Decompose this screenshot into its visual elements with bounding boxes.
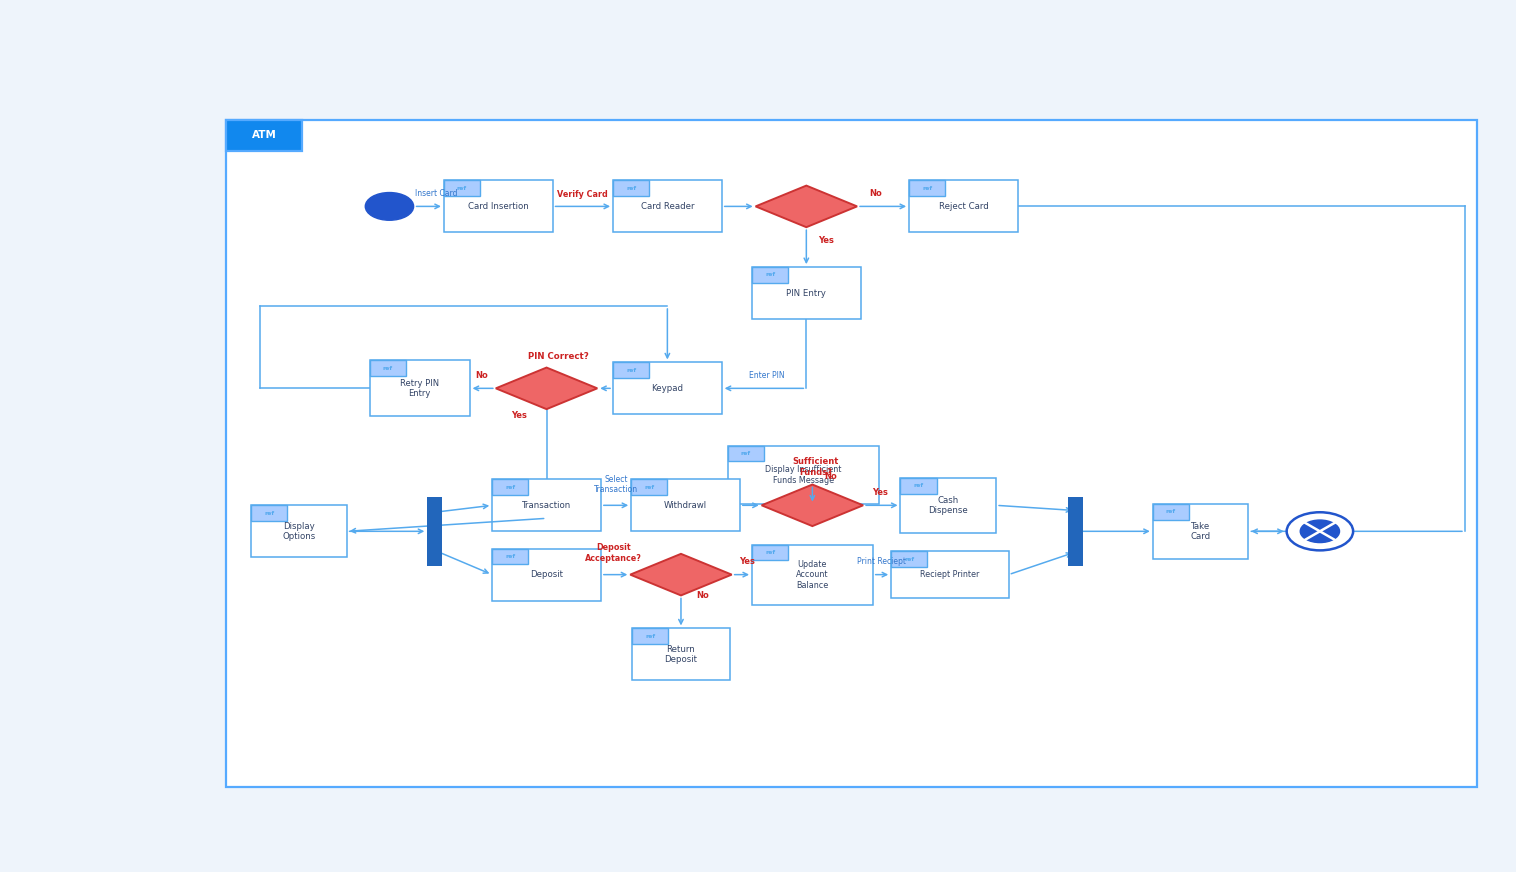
Text: Print Reciept: Print Reciept (857, 557, 905, 566)
FancyBboxPatch shape (752, 267, 861, 319)
FancyBboxPatch shape (752, 545, 873, 604)
FancyBboxPatch shape (226, 119, 302, 151)
Text: ref: ref (505, 554, 515, 559)
Text: Display
Options: Display Options (282, 521, 315, 541)
FancyBboxPatch shape (370, 360, 406, 376)
FancyBboxPatch shape (252, 505, 287, 521)
Text: Withdrawl: Withdrawl (664, 501, 706, 510)
Text: ref: ref (766, 272, 775, 277)
Text: Reciept Printer: Reciept Printer (920, 570, 979, 579)
FancyBboxPatch shape (612, 181, 649, 196)
Polygon shape (631, 554, 732, 596)
Text: ref: ref (766, 550, 775, 555)
FancyBboxPatch shape (631, 480, 740, 531)
FancyBboxPatch shape (493, 480, 600, 531)
Text: ref: ref (505, 485, 515, 489)
Text: ref: ref (741, 451, 750, 456)
Text: Reject Card: Reject Card (938, 202, 988, 211)
Text: Yes: Yes (819, 235, 834, 244)
FancyBboxPatch shape (901, 478, 937, 494)
FancyBboxPatch shape (891, 551, 928, 567)
FancyBboxPatch shape (612, 363, 722, 414)
Text: Cash
Dispense: Cash Dispense (928, 495, 969, 515)
Text: ref: ref (382, 365, 393, 371)
Text: Take
Card: Take Card (1190, 521, 1211, 541)
Text: Deposit: Deposit (531, 570, 562, 579)
Text: Insert Card: Insert Card (415, 188, 458, 198)
FancyBboxPatch shape (910, 181, 946, 196)
Circle shape (365, 193, 414, 221)
FancyBboxPatch shape (631, 480, 667, 495)
Text: ref: ref (646, 634, 655, 638)
Polygon shape (761, 485, 863, 526)
Text: Update
Account
Balance: Update Account Balance (796, 560, 829, 589)
Text: Display Insufficient
Funds Message: Display Insufficient Funds Message (766, 466, 841, 485)
Text: ref: ref (264, 511, 274, 515)
Text: ref: ref (904, 556, 914, 562)
FancyBboxPatch shape (1152, 504, 1189, 520)
Text: Verify Card: Verify Card (558, 190, 608, 200)
Text: ref: ref (922, 186, 932, 191)
Polygon shape (755, 186, 857, 228)
FancyBboxPatch shape (493, 548, 600, 601)
FancyBboxPatch shape (752, 267, 788, 283)
Text: Yes: Yes (872, 487, 888, 497)
Text: ref: ref (626, 186, 637, 191)
FancyBboxPatch shape (901, 478, 996, 533)
FancyBboxPatch shape (891, 551, 1008, 598)
Text: ATM: ATM (252, 130, 276, 140)
Text: No: No (696, 590, 709, 600)
Text: Card Reader: Card Reader (641, 202, 694, 211)
FancyBboxPatch shape (444, 181, 552, 232)
Text: Keypad: Keypad (652, 384, 684, 393)
Text: No: No (869, 188, 882, 198)
Text: No: No (476, 371, 488, 379)
Text: Yes: Yes (511, 411, 528, 419)
Text: ref: ref (644, 485, 655, 489)
FancyBboxPatch shape (444, 181, 481, 196)
FancyBboxPatch shape (910, 181, 1017, 232)
Text: PIN Entry: PIN Entry (787, 289, 826, 297)
Text: Return
Deposit: Return Deposit (664, 644, 697, 664)
Text: ref: ref (626, 368, 637, 372)
FancyBboxPatch shape (1152, 504, 1248, 559)
Text: Deposit
Acceptance?: Deposit Acceptance? (585, 543, 643, 562)
Text: Enter PIN: Enter PIN (749, 371, 785, 379)
FancyBboxPatch shape (1067, 497, 1082, 566)
Polygon shape (496, 368, 597, 409)
FancyBboxPatch shape (493, 480, 529, 495)
FancyBboxPatch shape (728, 446, 879, 504)
FancyBboxPatch shape (632, 629, 729, 680)
Text: Transaction: Transaction (522, 501, 572, 510)
Text: Sufficient
Funds?: Sufficient Funds? (793, 457, 838, 477)
FancyBboxPatch shape (252, 505, 347, 557)
Text: Yes: Yes (740, 557, 755, 566)
FancyBboxPatch shape (493, 548, 529, 564)
FancyBboxPatch shape (612, 181, 722, 232)
FancyBboxPatch shape (728, 446, 764, 461)
FancyBboxPatch shape (752, 545, 788, 561)
Text: No: No (825, 472, 837, 481)
FancyBboxPatch shape (370, 360, 470, 417)
Text: Card Insertion: Card Insertion (468, 202, 529, 211)
FancyBboxPatch shape (612, 363, 649, 378)
Circle shape (1287, 512, 1354, 550)
Circle shape (1301, 520, 1340, 542)
Text: ref: ref (456, 186, 467, 191)
FancyBboxPatch shape (428, 497, 443, 566)
Text: Retry PIN
Entry: Retry PIN Entry (400, 378, 440, 398)
Text: ref: ref (914, 483, 923, 488)
Text: Select
Transaction: Select Transaction (594, 474, 638, 494)
Text: ref: ref (1166, 509, 1176, 514)
FancyBboxPatch shape (226, 119, 1477, 787)
Text: PIN Correct?: PIN Correct? (528, 351, 590, 361)
FancyBboxPatch shape (632, 629, 669, 644)
